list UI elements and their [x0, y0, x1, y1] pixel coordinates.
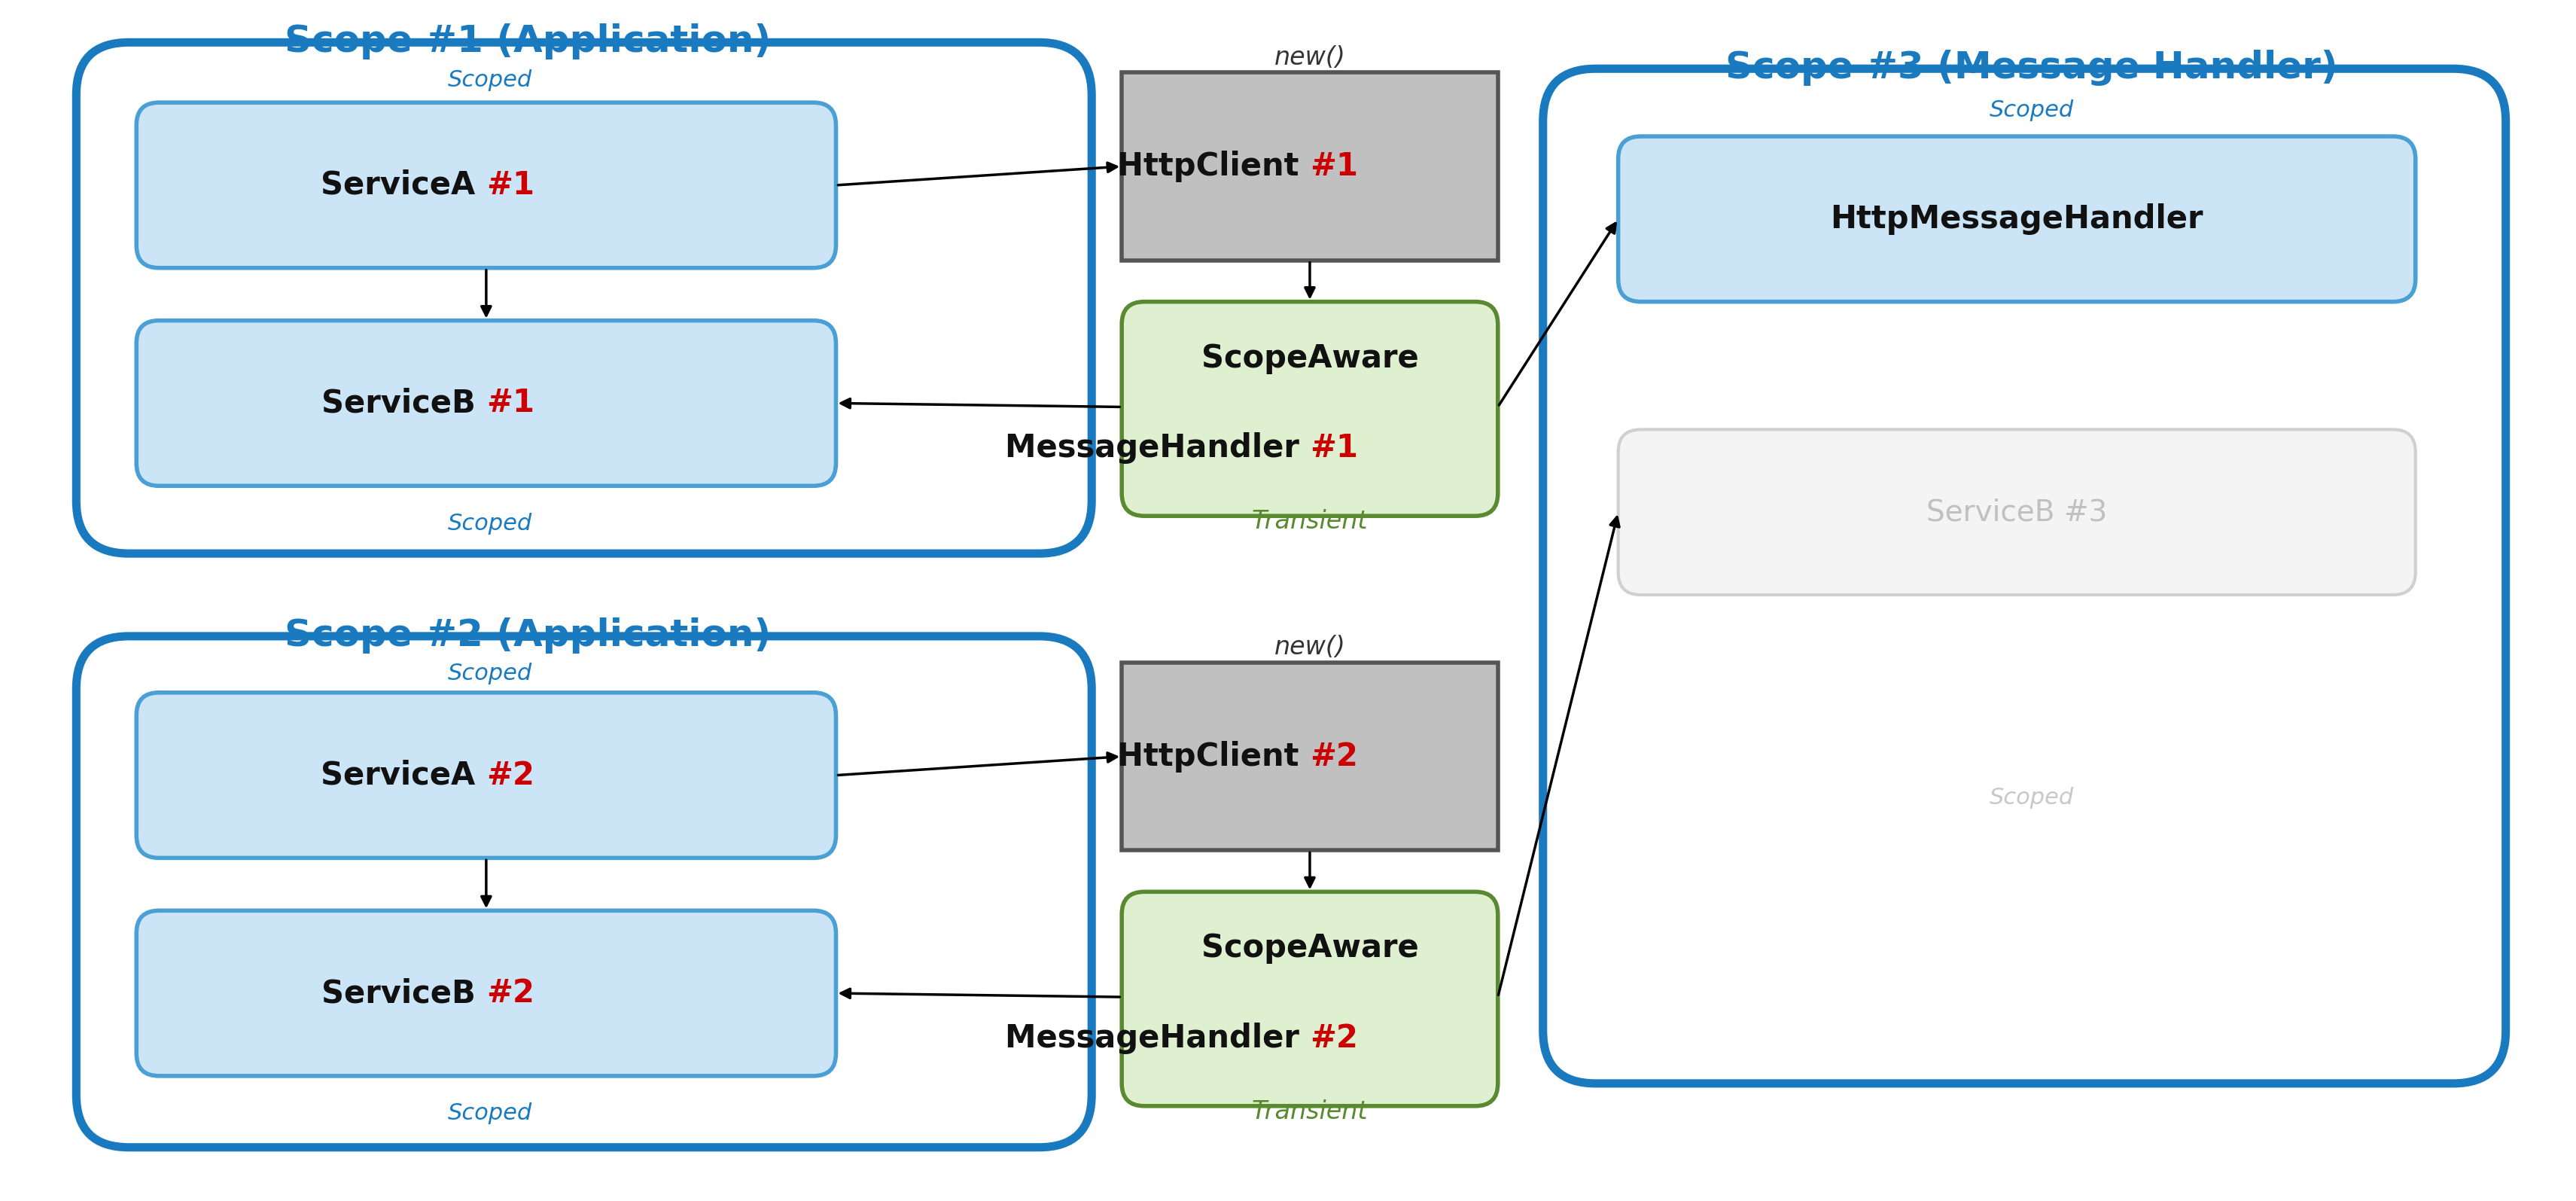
FancyBboxPatch shape [1121, 301, 1497, 516]
Text: Scoped: Scoped [448, 68, 533, 91]
FancyBboxPatch shape [137, 102, 837, 268]
Text: Transient: Transient [1252, 509, 1368, 533]
FancyBboxPatch shape [137, 693, 837, 858]
Text: #1: #1 [487, 169, 533, 201]
Text: Scoped: Scoped [1989, 787, 2074, 808]
Text: Transient: Transient [1252, 1100, 1368, 1124]
Text: MessageHandler: MessageHandler [1005, 1022, 1309, 1054]
Text: #2: #2 [487, 759, 533, 791]
FancyBboxPatch shape [137, 321, 837, 486]
Text: #1: #1 [487, 388, 533, 419]
Text: Scoped: Scoped [448, 663, 533, 685]
FancyBboxPatch shape [1121, 892, 1497, 1106]
Text: Scope #2 (Application): Scope #2 (Application) [283, 617, 770, 653]
Text: ServiceB: ServiceB [322, 978, 487, 1009]
FancyBboxPatch shape [1618, 430, 2416, 594]
Text: new(): new() [1275, 44, 1345, 70]
Text: ServiceB: ServiceB [322, 388, 487, 419]
Text: Scoped: Scoped [1989, 100, 2074, 121]
Text: new(): new() [1275, 635, 1345, 659]
FancyBboxPatch shape [137, 910, 837, 1076]
Text: Scoped: Scoped [448, 513, 533, 534]
Text: HttpClient: HttpClient [1118, 150, 1309, 183]
Bar [1121, 72, 1497, 261]
Text: HttpMessageHandler: HttpMessageHandler [1832, 203, 2202, 235]
Bar [1121, 663, 1497, 850]
Text: #2: #2 [1309, 741, 1358, 772]
Text: ScopeAware: ScopeAware [1200, 932, 1419, 964]
Text: ScopeAware: ScopeAware [1200, 342, 1419, 374]
Text: MessageHandler: MessageHandler [1005, 432, 1309, 464]
Text: ServiceA: ServiceA [322, 759, 487, 791]
Text: #1: #1 [1309, 150, 1358, 183]
Text: Scope #3 (Message Handler): Scope #3 (Message Handler) [1726, 50, 2339, 86]
Text: ServiceA: ServiceA [322, 169, 487, 201]
Text: #2: #2 [487, 978, 533, 1009]
Text: #1: #1 [1309, 432, 1358, 464]
FancyBboxPatch shape [1618, 137, 2416, 301]
Text: Scope #1 (Application): Scope #1 (Application) [283, 24, 770, 60]
Text: Scoped: Scoped [448, 1103, 533, 1124]
Text: HttpClient: HttpClient [1118, 741, 1309, 772]
Text: #2: #2 [1309, 1022, 1358, 1054]
Text: ServiceB #3: ServiceB #3 [1927, 498, 2107, 526]
